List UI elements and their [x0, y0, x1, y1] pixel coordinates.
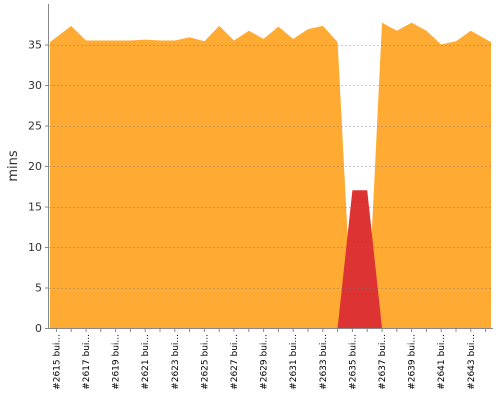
x-tick-label: #2625 bui... [200, 334, 210, 390]
x-tick-label: #2639 bui... [408, 334, 418, 390]
y-tick-label: 15 [28, 201, 42, 214]
y-axis-title: mins [6, 150, 21, 182]
y-tick-label: 35 [28, 39, 42, 52]
area-series [50, 22, 491, 328]
y-tick-labels: 0 5 10 15 20 25 30 35 [28, 39, 49, 335]
x-tick-label: #2621 bui... [141, 334, 151, 390]
gridlines [49, 45, 493, 289]
x-tick-label: #2635 bui... [348, 334, 358, 390]
y-tick-label: 10 [28, 241, 42, 254]
y-tick-label: 5 [35, 282, 42, 295]
x-tick-labels: #2615 bui... #2617 bui... #2619 bui... #262… [52, 328, 487, 390]
x-tick-label: #2641 bui... [437, 334, 447, 390]
x-tick-label: #2637 bui... [378, 334, 388, 390]
x-tick-label: #2631 bui... [289, 334, 299, 390]
x-tick-label: #2615 bui... [52, 334, 62, 390]
x-tick-label: #2617 bui... [82, 334, 92, 390]
area-series-1 [50, 22, 491, 328]
y-tick-label: 20 [28, 160, 42, 173]
x-tick-label: #2633 bui... [319, 334, 329, 390]
x-tick-label: #2643 bui... [467, 334, 477, 390]
x-tick-label: #2629 bui... [260, 334, 270, 390]
x-tick-label: #2619 bui... [112, 334, 122, 390]
x-tick-label: #2623 bui... [171, 334, 181, 390]
x-tick-label: #2627 bui... [230, 334, 240, 390]
y-tick-label: 0 [35, 322, 42, 335]
y-tick-label: 25 [28, 120, 42, 133]
y-tick-label: 30 [28, 79, 42, 92]
